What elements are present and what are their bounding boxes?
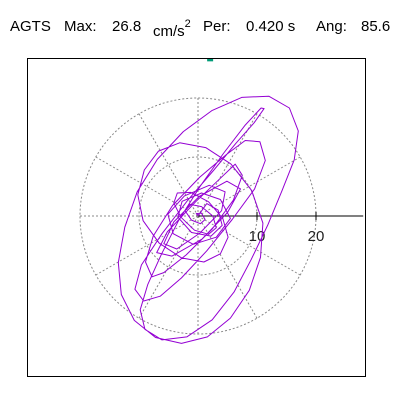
plot-area: 10 20 bbox=[27, 55, 366, 377]
period-value: 0.420 s bbox=[246, 18, 296, 35]
axis-tick-label: 20 bbox=[308, 228, 325, 245]
grid-spoke bbox=[197, 215, 301, 276]
max-label: Max: bbox=[64, 18, 97, 35]
max-unit: cm/s2 bbox=[153, 14, 191, 45]
max-value: 26.8 bbox=[112, 18, 142, 35]
station-code: AGTS bbox=[10, 18, 51, 35]
angle-label: Ang: bbox=[316, 18, 347, 35]
orbit-plot: 10 20 bbox=[79, 55, 364, 344]
period-label: Per: bbox=[203, 18, 231, 35]
motion-trace bbox=[117, 95, 299, 344]
angle-value: 85.6 bbox=[361, 18, 391, 35]
max-unit-base: cm/s bbox=[153, 23, 185, 40]
max-unit-exponent: 2 bbox=[184, 18, 191, 30]
marker-layer bbox=[207, 55, 214, 62]
plot-header: AGTS Max: 26.8 cm/s2 Per: 0.420 s Ang: 8… bbox=[10, 14, 395, 40]
trace-layer bbox=[117, 95, 299, 344]
peak-marker bbox=[207, 55, 214, 62]
